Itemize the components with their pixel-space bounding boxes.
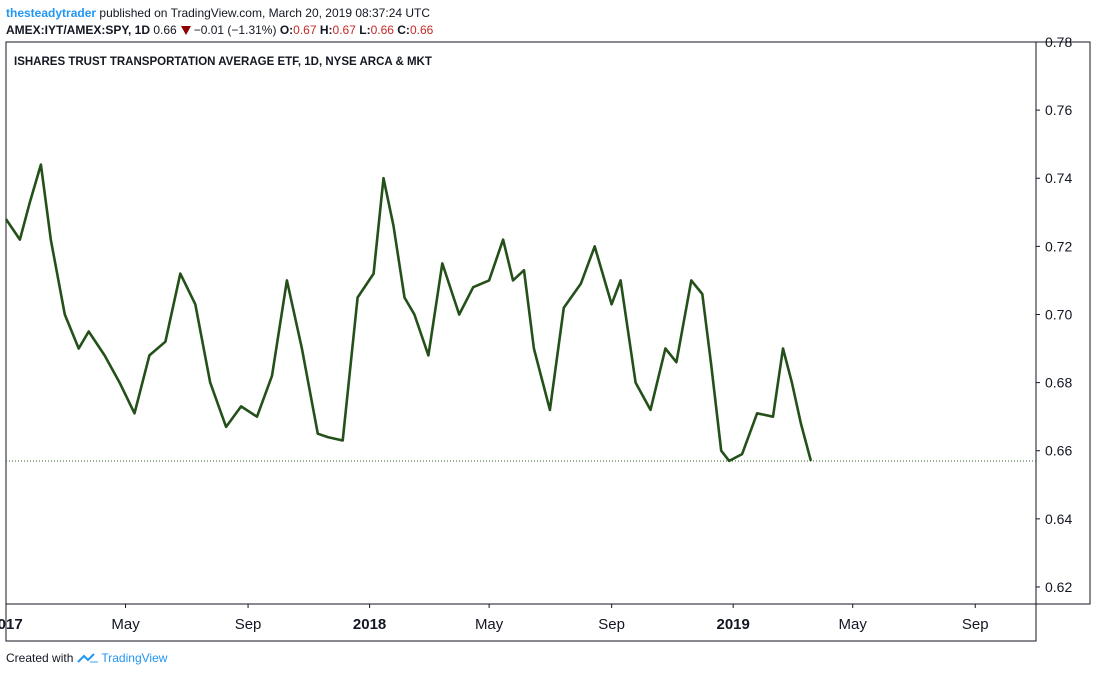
publish-line: thesteadytrader published on TradingView…: [6, 5, 433, 22]
low-label: L:: [359, 23, 371, 37]
high-value: 0.67: [332, 23, 356, 37]
symbol-line: AMEX:IYT/AMEX:SPY, 1D 0.66 −0.01 (−1.31%)…: [6, 22, 433, 39]
x-tick-label: 2018: [353, 616, 386, 633]
x-tick-label: May: [475, 616, 504, 633]
x-tick-label: Sep: [598, 616, 625, 633]
x-tick-label: May: [839, 616, 868, 633]
x-axis: 2017 May Sep 2018 May Sep 2019 May Sep: [0, 604, 989, 633]
price-change: −0.01 (−1.31%): [193, 23, 277, 37]
x-tick-label: 2017: [0, 616, 23, 633]
published-text: published on TradingView.com, March 20, …: [99, 6, 431, 20]
y-axis: 0.62 0.64 0.66 0.68 0.70 0.72 0.74 0.76 0.78: [1036, 34, 1072, 595]
x-tick-label: Sep: [962, 616, 989, 633]
y-tick-label: 0.78: [1045, 34, 1072, 50]
close-label: C:: [397, 23, 410, 37]
footer: Created with TradingView: [6, 651, 167, 665]
x-tick-label: 2019: [716, 616, 749, 633]
plot-frame: [5, 41, 1037, 605]
y-tick-label: 0.72: [1045, 238, 1072, 254]
y-tick-label: 0.76: [1045, 102, 1072, 118]
down-arrow-icon: [180, 26, 191, 36]
chart-title: ISHARES TRUST TRANSPORTATION AVERAGE ETF…: [14, 56, 432, 68]
x-tick-label: Sep: [235, 616, 262, 633]
chart-header: thesteadytrader published on TradingView…: [6, 5, 433, 39]
series-line: [4, 163, 813, 463]
open-value: 0.67: [293, 23, 317, 37]
y-tick-label: 0.62: [1045, 579, 1072, 595]
low-value: 0.66: [370, 23, 394, 37]
y-tick-label: 0.64: [1045, 511, 1072, 527]
high-label: H:: [319, 23, 333, 37]
author-link[interactable]: thesteadytrader: [6, 6, 97, 20]
y-tick-label: 0.70: [1045, 306, 1072, 322]
y-tick-label: 0.66: [1045, 443, 1072, 459]
close-value: 0.66: [409, 23, 434, 37]
tradingview-logo-icon: [77, 653, 99, 663]
created-with-text: Created with: [6, 651, 74, 665]
last-price: 0.66: [153, 23, 177, 37]
x-tick-label: May: [111, 616, 140, 633]
y-tick-label: 0.68: [1045, 375, 1072, 391]
symbol-name: AMEX:IYT/AMEX:SPY, 1D: [6, 23, 151, 37]
price-scale-frame: [1035, 41, 1091, 605]
open-label: O:: [279, 23, 294, 37]
time-scale-frame: [5, 603, 1037, 642]
y-tick-label: 0.74: [1045, 170, 1072, 186]
tradingview-link[interactable]: TradingView: [101, 651, 168, 665]
